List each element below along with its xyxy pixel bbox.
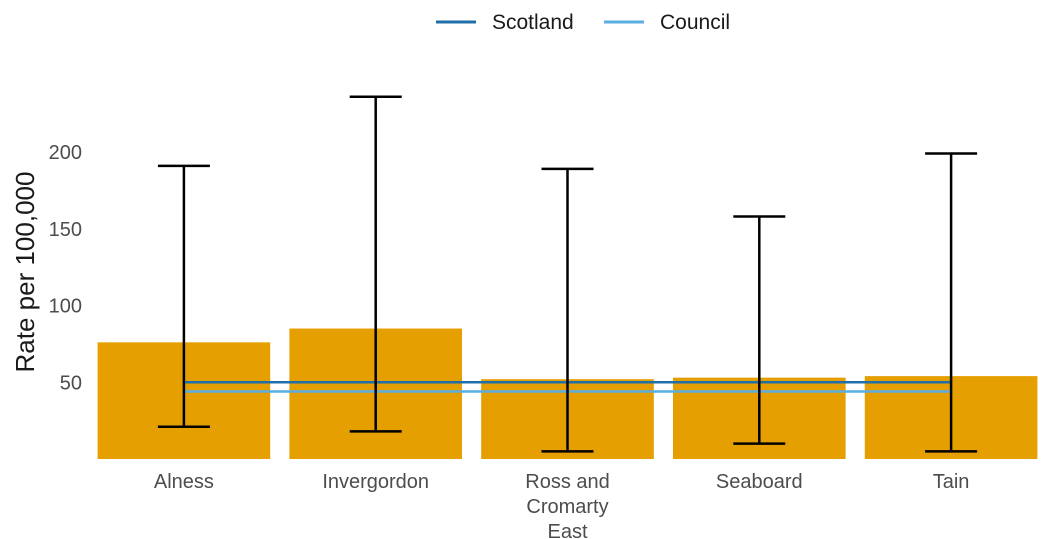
error-bar-1 — [349, 95, 402, 433]
x-tick-label-line: Seaboard — [716, 471, 803, 493]
x-tick-label-line: East — [547, 521, 587, 539]
legend-label: Scotland — [492, 11, 574, 34]
legend-item-council: Council — [604, 11, 730, 34]
y-tick-label-3: 200 — [49, 142, 82, 164]
x-tick-label-0: Alness — [154, 471, 214, 493]
x-tick-label-2: Ross and Cromarty East — [525, 471, 610, 539]
error-bar-2 — [541, 167, 594, 453]
x-tick-label-line: Alness — [154, 471, 214, 493]
legend-label: Council — [660, 11, 730, 34]
y-tick-label-1: 100 — [49, 296, 82, 318]
y-axis-ticks: 50 100 150 200 — [49, 142, 82, 394]
y-tick-label-2: 150 — [49, 219, 82, 241]
x-tick-label-4: Tain — [933, 471, 970, 493]
legend: Scotland Council — [436, 11, 730, 34]
error-bar-0 — [157, 164, 210, 429]
x-tick-label-3: Seaboard — [716, 471, 803, 493]
y-axis-title: Rate per 100,000 — [10, 172, 40, 373]
error-bar-4 — [925, 152, 978, 453]
x-tick-label-line: Tain — [933, 471, 970, 493]
x-axis-ticks: Alness Invergordon Ross and Cromarty East Sea… — [154, 471, 970, 539]
error-bars-layer — [157, 95, 978, 453]
x-tick-label-line: Ross and — [525, 471, 610, 493]
error-bar-3 — [733, 215, 786, 445]
x-tick-label-line: Cromarty — [526, 496, 608, 518]
x-tick-label-1: Invergordon — [322, 471, 429, 493]
legend-item-scotland: Scotland — [436, 11, 574, 34]
x-tick-label-line: Invergordon — [322, 471, 429, 493]
y-tick-label-0: 50 — [60, 372, 82, 394]
